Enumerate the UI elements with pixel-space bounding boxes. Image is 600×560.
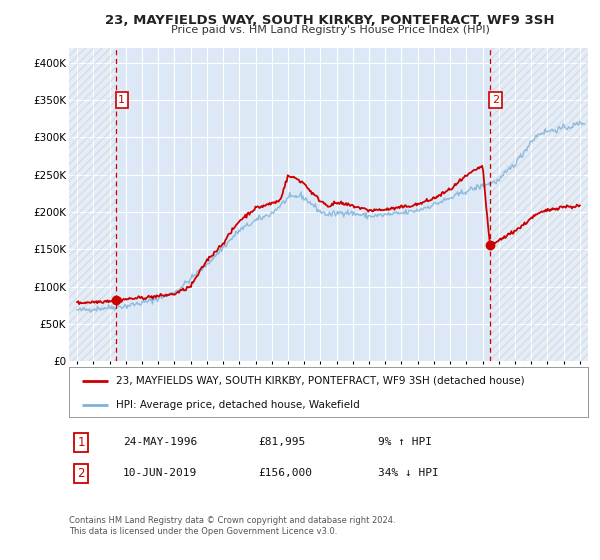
Text: 34% ↓ HPI: 34% ↓ HPI (378, 468, 439, 478)
Text: HPI: Average price, detached house, Wakefield: HPI: Average price, detached house, Wake… (116, 400, 359, 409)
Text: 23, MAYFIELDS WAY, SOUTH KIRKBY, PONTEFRACT, WF9 3SH: 23, MAYFIELDS WAY, SOUTH KIRKBY, PONTEFR… (105, 14, 555, 27)
Bar (490, 48, 588, 361)
Text: 2: 2 (77, 466, 85, 480)
Text: 24-MAY-1996: 24-MAY-1996 (123, 437, 197, 447)
Text: £81,995: £81,995 (258, 437, 305, 447)
Text: 2: 2 (492, 95, 499, 105)
Text: This data is licensed under the Open Government Licence v3.0.: This data is licensed under the Open Gov… (69, 528, 337, 536)
Text: Price paid vs. HM Land Registry's House Price Index (HPI): Price paid vs. HM Land Registry's House … (170, 25, 490, 35)
Text: 23, MAYFIELDS WAY, SOUTH KIRKBY, PONTEFRACT, WF9 3SH (detached house): 23, MAYFIELDS WAY, SOUTH KIRKBY, PONTEFR… (116, 376, 524, 386)
Text: 1: 1 (77, 436, 85, 449)
Text: Contains HM Land Registry data © Crown copyright and database right 2024.: Contains HM Land Registry data © Crown c… (69, 516, 395, 525)
Text: £156,000: £156,000 (258, 468, 312, 478)
Bar (69, 48, 116, 361)
Text: 10-JUN-2019: 10-JUN-2019 (123, 468, 197, 478)
Text: 9% ↑ HPI: 9% ↑ HPI (378, 437, 432, 447)
Text: 1: 1 (118, 95, 125, 105)
